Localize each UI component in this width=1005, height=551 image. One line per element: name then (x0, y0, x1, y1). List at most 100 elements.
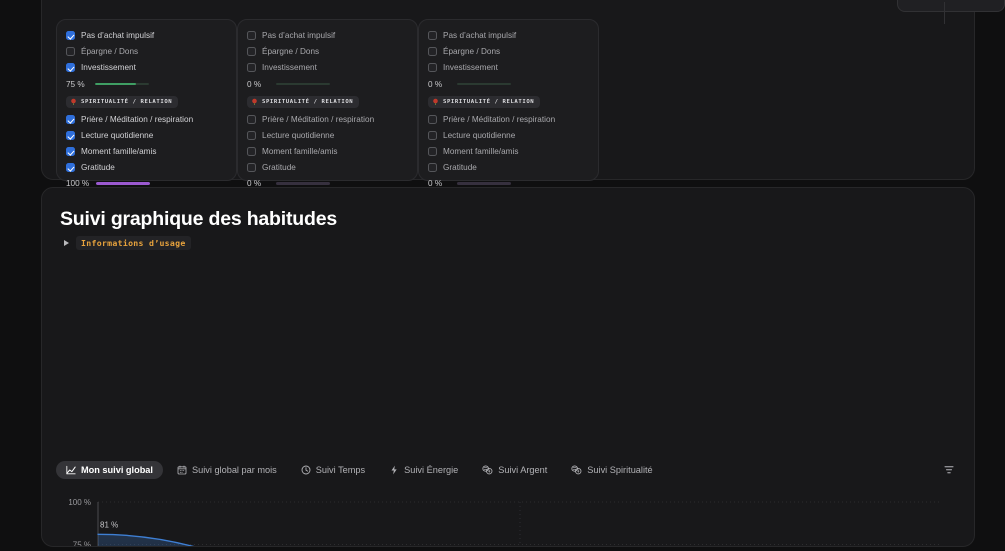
habit-checkbox-row[interactable]: Épargne / Dons (66, 44, 227, 60)
habit-checkbox-row[interactable]: Prière / Méditation / respiration (428, 112, 589, 128)
checkbox-checked-icon[interactable] (66, 130, 75, 140)
habit-checkbox-row[interactable]: Investissement (66, 60, 227, 76)
finance-percent-value: 75 % (66, 79, 85, 89)
habit-label: Investissement (262, 63, 317, 73)
chart-svg: 0 %25 %50 %75 %100 %81 %13 %0 %3 novembr… (68, 498, 942, 548)
checkbox-checked-icon[interactable] (66, 162, 75, 172)
checkbox-unchecked-icon[interactable] (428, 146, 437, 156)
checkbox-unchecked-icon[interactable] (247, 146, 256, 156)
habit-checkbox-row[interactable]: Gratitude (428, 160, 589, 176)
tab-mon-suivi-global[interactable]: Mon suivi global (56, 461, 163, 479)
finance-progress-row: 0 % (247, 77, 408, 92)
tab-suivi-spiritualit[interactable]: Suivi Spiritualité (561, 461, 662, 479)
habit-checkbox-row[interactable]: Pas d’achat impulsif (247, 28, 408, 44)
checkbox-unchecked-icon[interactable] (428, 162, 437, 172)
habit-checkbox-row[interactable]: Moment famille/amis (428, 144, 589, 160)
rose-icon (432, 98, 439, 105)
tab-suivi-temps[interactable]: Suivi Temps (291, 461, 375, 479)
finance-progress-bar (276, 82, 330, 86)
habit-label: Investissement (443, 63, 498, 73)
checkbox-checked-icon[interactable] (66, 146, 75, 156)
triangle-right-icon (64, 240, 69, 246)
habits-chart-card: Suivi graphique des habitudes Informatio… (41, 187, 975, 547)
category-badge-spiritualite-relation: SPIRITUALITÉ / RELATION (428, 95, 541, 108)
habit-label: Pas d’achat impulsif (81, 31, 155, 41)
checkbox-unchecked-icon[interactable] (428, 114, 437, 124)
checkbox-unchecked-icon[interactable] (428, 47, 437, 57)
habit-label: Gratitude (262, 162, 296, 172)
spiritualite-progress-row: 0 % (428, 176, 589, 191)
habit-checkbox-row[interactable]: Investissement (428, 60, 589, 76)
habit-checkbox-row[interactable]: Prière / Méditation / respiration (247, 112, 408, 128)
y-axis-tick-label: 75 % (73, 541, 91, 548)
usage-info-disclosure[interactable]: Informations d’usage (64, 236, 191, 250)
habit-label: Moment famille/amis (262, 146, 338, 156)
top-right-panel-fragment (897, 0, 1005, 12)
category-badge-spiritualite-relation: SPIRITUALITÉ / RELATION (247, 95, 360, 108)
finance-progress-row: 0 % (428, 77, 589, 92)
habit-label: Pas d’achat impulsif (443, 31, 517, 41)
category-badge-label: SPIRITUALITÉ / RELATION (443, 98, 535, 105)
checkbox-unchecked-icon[interactable] (428, 63, 437, 73)
spiritualite-progress-bar (96, 182, 151, 185)
tab-label: Suivi Temps (315, 465, 366, 475)
habit-checkbox-row[interactable]: Gratitude (247, 160, 408, 176)
checkbox-unchecked-icon[interactable] (66, 47, 75, 57)
tab-suivi-nergie[interactable]: Suivi Énergie (379, 461, 468, 479)
checkbox-unchecked-icon[interactable] (247, 47, 256, 57)
tab-label: Mon suivi global (81, 465, 153, 475)
bolt-icon (389, 465, 399, 475)
habit-checkbox-row[interactable]: Pas d’achat impulsif (66, 28, 227, 44)
checkbox-checked-icon[interactable] (66, 63, 75, 73)
habit-label: Moment famille/amis (443, 146, 519, 156)
checkbox-unchecked-icon[interactable] (428, 130, 437, 140)
tab-label: Suivi Spiritualité (587, 465, 653, 475)
habit-column-list: Pas d’achat impulsif Épargne / Dons Invest… (56, 19, 599, 188)
y-axis-tick-label: 100 % (68, 498, 91, 507)
habit-checkbox-row[interactable]: Moment famille/amis (66, 144, 227, 160)
habit-label: Prière / Méditation / respiration (81, 114, 194, 124)
habit-checkbox-row[interactable]: Moment famille/amis (247, 144, 408, 160)
checkbox-unchecked-icon[interactable] (247, 114, 256, 124)
tab-label: Suivi global par mois (191, 465, 277, 475)
habit-checkbox-row[interactable]: Pas d’achat impulsif (428, 28, 589, 44)
clock-icon (301, 465, 311, 475)
series-area-fill (98, 534, 192, 546)
habit-day-column: Pas d’achat impulsif Épargne / Dons Invest… (418, 19, 599, 188)
line-chart-icon (66, 465, 76, 475)
habit-label: Épargne / Dons (443, 47, 501, 57)
checkbox-unchecked-icon[interactable] (247, 130, 256, 140)
finance-progress-bar (457, 82, 511, 86)
habit-checkbox-row[interactable]: Investissement (247, 60, 408, 76)
tab-label: Suivi Argent (498, 465, 548, 475)
checkbox-unchecked-icon[interactable] (247, 31, 256, 41)
tab-suivi-argent[interactable]: Suivi Argent (472, 461, 557, 479)
habit-label: Prière / Méditation / respiration (443, 114, 556, 124)
habit-label: Prière / Méditation / respiration (262, 114, 375, 124)
habit-checkbox-row[interactable]: Prière / Méditation / respiration (66, 112, 227, 128)
habit-label: Investissement (81, 63, 136, 73)
tab-suivi-global-par-mois[interactable]: Suivi global par mois (167, 461, 287, 479)
category-badge-spiritualite-relation: SPIRITUALITÉ / RELATION (66, 95, 179, 108)
habit-checkbox-row[interactable]: Lecture quotidienne (247, 128, 408, 144)
checkbox-checked-icon[interactable] (66, 31, 75, 41)
habit-checkbox-row[interactable]: Lecture quotidienne (428, 128, 589, 144)
checkbox-unchecked-icon[interactable] (428, 31, 437, 41)
calendar-icon (177, 465, 187, 475)
checkbox-unchecked-icon[interactable] (247, 162, 256, 172)
series-line-date-du-jour (97, 533, 195, 546)
finance-progress-row: 75 % (66, 77, 227, 92)
habit-label: Gratitude (443, 162, 477, 172)
checkbox-unchecked-icon[interactable] (247, 63, 256, 73)
habit-label: Moment famille/amis (81, 146, 157, 156)
habit-checkbox-row[interactable]: Épargne / Dons (428, 44, 589, 60)
habit-label: Pas d’achat impulsif (262, 31, 336, 41)
habit-label: Lecture quotidienne (262, 130, 335, 140)
chart-tab-bar: Mon suivi global Suivi global par mois Sui… (56, 461, 663, 479)
filter-icon[interactable] (942, 463, 956, 477)
checkbox-checked-icon[interactable] (66, 114, 75, 124)
coins-icon (571, 465, 582, 475)
habit-checkbox-row[interactable]: Lecture quotidienne (66, 128, 227, 144)
habit-checkbox-row[interactable]: Épargne / Dons (247, 44, 408, 60)
habit-checkbox-row[interactable]: Gratitude (66, 160, 227, 176)
